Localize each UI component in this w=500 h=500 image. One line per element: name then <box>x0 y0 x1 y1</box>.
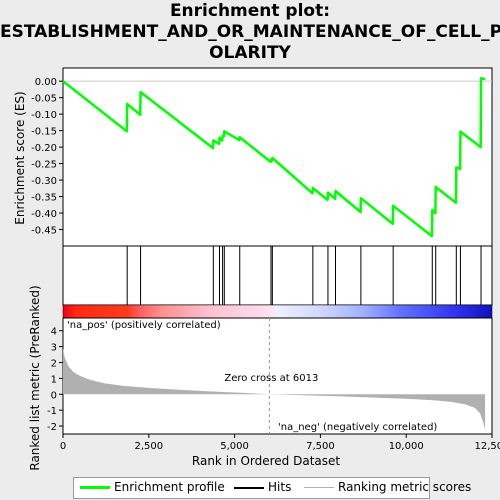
es-tick-label: -0.30 <box>31 176 57 187</box>
hits-panel <box>62 245 493 319</box>
x-axis-label: Rank in Ordered Dataset <box>192 454 340 468</box>
metric-panel: 4 3 2 1 0 -1 -2 'na_pos' (positively correlated… <box>47 317 500 452</box>
metric-tick-label: 4 <box>51 327 57 338</box>
es-tick-label: -0.05 <box>31 94 57 105</box>
metric-tick-label: -2 <box>47 422 57 433</box>
metric-axis-label: Ranked list metric (PreRanked) <box>28 285 42 470</box>
x-tick-label: 2,500 <box>134 441 163 452</box>
title-line-3: OLARITY <box>209 43 291 63</box>
es-tick-label: -0.25 <box>31 160 57 171</box>
metric-tick-label: 1 <box>51 374 57 385</box>
title-line-1: Enrichment plot: <box>169 1 331 21</box>
es-tick-label: -0.45 <box>31 226 57 237</box>
legend: Enrichment profile Hits Ranking metric s… <box>73 477 471 499</box>
x-tick-label: 0 <box>60 441 66 452</box>
black-line-icon <box>234 486 264 489</box>
rank-color-bar <box>62 304 493 319</box>
metric-tick-label: 0 <box>51 390 57 401</box>
es-tick-label: 0.00 <box>35 77 57 88</box>
x-tick-label: 10,000 <box>389 441 424 452</box>
metric-tick-label: 3 <box>51 343 57 354</box>
chart-title: Enrichment plot: ESTABLISHMENT_AND_OR_MA… <box>0 1 500 64</box>
es-plot-area <box>62 67 493 247</box>
es-tick-label: -0.15 <box>31 127 57 138</box>
legend-label-ranking: Ranking metric scores <box>338 480 472 494</box>
es-axis-label: Enrichment score (ES) <box>13 91 27 224</box>
zero-cross-label: Zero cross at 6013 <box>224 373 318 384</box>
es-tick-label: -0.40 <box>31 209 57 220</box>
pos-correlated-label: 'na_pos' (positively correlated) <box>67 320 221 331</box>
green-line-icon <box>80 486 110 489</box>
es-tick-label: -0.10 <box>31 110 57 121</box>
es-panel: 0.00 -0.05 -0.10 -0.15 -0.20 -0.25 -0.30 -0.35 -… <box>31 67 493 247</box>
gray-line-icon <box>304 487 334 488</box>
x-tick-label: 12,500 <box>475 441 500 452</box>
es-tick-label: -0.20 <box>31 143 57 154</box>
legend-label-hits: Hits <box>268 480 292 494</box>
x-tick-label: 5,000 <box>220 441 249 452</box>
enrichment-profile-line <box>62 76 486 238</box>
legend-label-enrichment: Enrichment profile <box>114 480 225 494</box>
metric-plot-area <box>62 317 493 435</box>
legend-item-enrichment: Enrichment profile <box>80 480 225 494</box>
ranking-metric-area <box>63 348 486 430</box>
es-tick-label: -0.35 <box>31 193 57 204</box>
x-tick-label: 7,500 <box>306 441 335 452</box>
legend-item-hits: Hits <box>234 480 291 494</box>
title-line-2: ESTABLISHMENT_AND_OR_MAINTENANCE_OF_CELL… <box>0 22 500 42</box>
legend-item-ranking: Ranking metric scores <box>304 480 471 494</box>
metric-tick-label: -1 <box>47 406 57 417</box>
metric-tick-label: 2 <box>51 358 57 369</box>
hits-area <box>62 245 493 306</box>
neg-correlated-label: 'na_neg' (negatively correlated) <box>278 422 437 433</box>
